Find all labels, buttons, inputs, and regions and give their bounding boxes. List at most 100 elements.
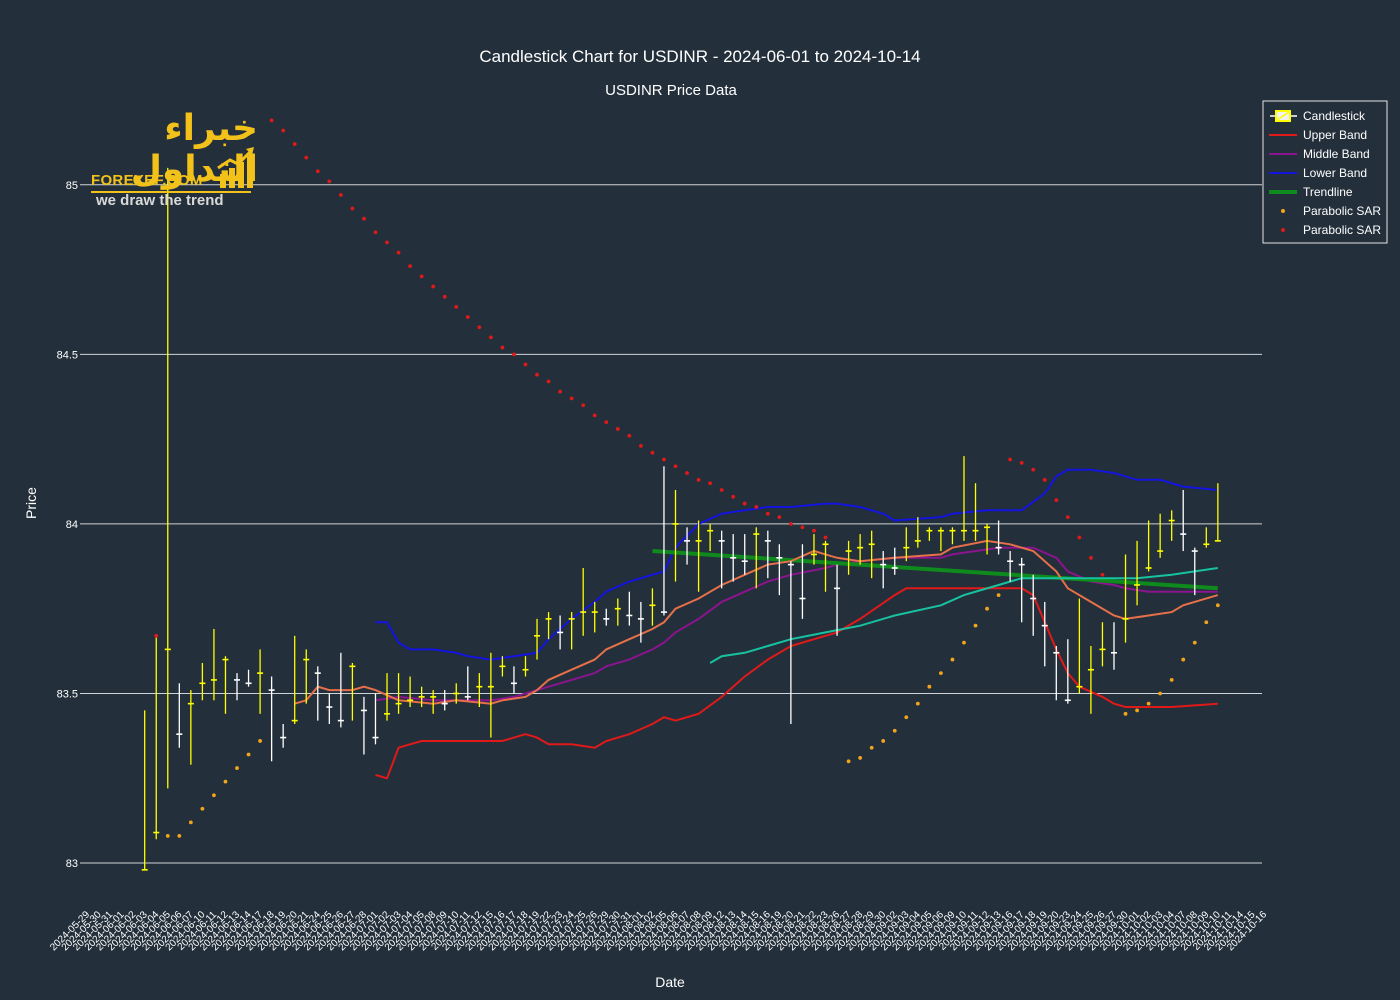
sar-dot xyxy=(200,806,205,811)
candle xyxy=(753,527,760,589)
sar-dot xyxy=(858,756,863,760)
sar-dot xyxy=(777,515,782,520)
watermark-tagline: we draw the trend xyxy=(96,192,224,209)
candle xyxy=(672,490,679,582)
sar-dot xyxy=(246,752,251,757)
y-tick-label: 84 xyxy=(66,519,78,531)
candle xyxy=(210,629,217,701)
candle xyxy=(303,649,310,704)
candle xyxy=(153,635,160,840)
sar-dot xyxy=(1065,515,1070,520)
candle xyxy=(1018,557,1025,623)
sar-dot xyxy=(742,501,747,506)
candle xyxy=(499,656,506,677)
sar-dot xyxy=(904,715,909,720)
sar-dot xyxy=(212,793,216,798)
x-axis-label: Date xyxy=(655,974,685,990)
sar-dot xyxy=(569,396,574,401)
sar-dot xyxy=(973,623,978,628)
watermark-logo: خبراء التداول FOREXEF.COM we draw the tr… xyxy=(88,108,258,212)
candle xyxy=(510,666,517,694)
candle xyxy=(1041,601,1048,667)
candle xyxy=(418,686,425,708)
legend[interactable]: Candlestick Upper Band Middle Band Lower Ba… xyxy=(1262,100,1388,244)
candle xyxy=(834,564,841,636)
sar-dot xyxy=(638,444,643,448)
legend-item[interactable]: Upper Band xyxy=(1269,128,1367,142)
candle xyxy=(1122,554,1129,643)
upper-band-line xyxy=(375,587,1218,780)
sar-dot xyxy=(604,420,609,425)
watermark-arabic-text: خبراء التداول xyxy=(130,108,258,190)
candle xyxy=(707,523,714,552)
sar-dot xyxy=(719,488,724,492)
sar-dot xyxy=(1031,467,1036,472)
candle xyxy=(960,456,967,541)
sar-dot xyxy=(258,739,262,743)
candle xyxy=(880,551,887,589)
sar-dot xyxy=(396,250,401,255)
candle xyxy=(487,652,494,738)
candle xyxy=(291,635,298,724)
legend-item[interactable]: Lower Band xyxy=(1269,166,1367,180)
candle xyxy=(1168,510,1175,541)
candle xyxy=(718,530,725,589)
candle xyxy=(1110,622,1117,670)
y-axis-label: Price xyxy=(23,487,39,519)
candle xyxy=(649,588,656,626)
sar-dot xyxy=(1158,691,1163,696)
sar-dot xyxy=(823,535,828,540)
legend-item[interactable]: Parabolic SAR xyxy=(1281,223,1381,237)
candle xyxy=(372,693,379,745)
sar-dot xyxy=(558,389,563,394)
lower-band-line xyxy=(375,468,1218,661)
legend-label: Upper Band xyxy=(1303,128,1367,142)
legend-label: Parabolic SAR xyxy=(1303,204,1381,218)
sar-dot xyxy=(673,464,678,469)
candle xyxy=(984,523,991,555)
legend-label: Candlestick xyxy=(1303,109,1366,123)
sar-dot xyxy=(327,179,332,184)
candle xyxy=(741,534,748,575)
sar-dot xyxy=(1077,535,1082,540)
sar-dot xyxy=(950,657,955,662)
sar-dot xyxy=(927,684,932,689)
legend-item[interactable]: Parabolic SAR xyxy=(1281,204,1381,218)
sar-dot xyxy=(223,779,228,784)
candle xyxy=(1214,483,1221,542)
sar-dot xyxy=(454,304,459,309)
trendline-line xyxy=(652,549,1218,591)
candle xyxy=(349,662,356,721)
candle xyxy=(857,534,864,565)
candle xyxy=(637,601,644,643)
legend-item[interactable]: Middle Band xyxy=(1269,147,1370,161)
sar-dot xyxy=(650,450,655,455)
candle xyxy=(568,612,575,650)
candle xyxy=(972,483,979,541)
legend-item[interactable]: Trendline xyxy=(1269,185,1353,199)
candle xyxy=(245,669,252,687)
legend-item[interactable]: Candlestick xyxy=(1270,109,1366,123)
sar-dot xyxy=(581,403,586,408)
candle xyxy=(926,527,933,541)
y-tick-label: 83 xyxy=(66,858,78,870)
sar-dot xyxy=(1123,711,1128,716)
sar-dot xyxy=(500,345,505,350)
candle xyxy=(1203,527,1210,548)
candle xyxy=(730,534,737,582)
candle xyxy=(1007,551,1014,582)
sar-dot xyxy=(1100,572,1105,577)
candle xyxy=(222,656,229,714)
sar-dot xyxy=(235,766,239,770)
sar-dot xyxy=(615,427,620,431)
candle xyxy=(534,618,541,660)
indicator-lines xyxy=(294,468,1219,780)
candle xyxy=(395,673,402,714)
candle xyxy=(1030,574,1037,636)
candle xyxy=(868,530,875,579)
candle xyxy=(580,568,587,636)
sar-dot xyxy=(338,193,343,197)
sar-dot xyxy=(408,264,412,269)
sar-dot xyxy=(592,413,597,418)
